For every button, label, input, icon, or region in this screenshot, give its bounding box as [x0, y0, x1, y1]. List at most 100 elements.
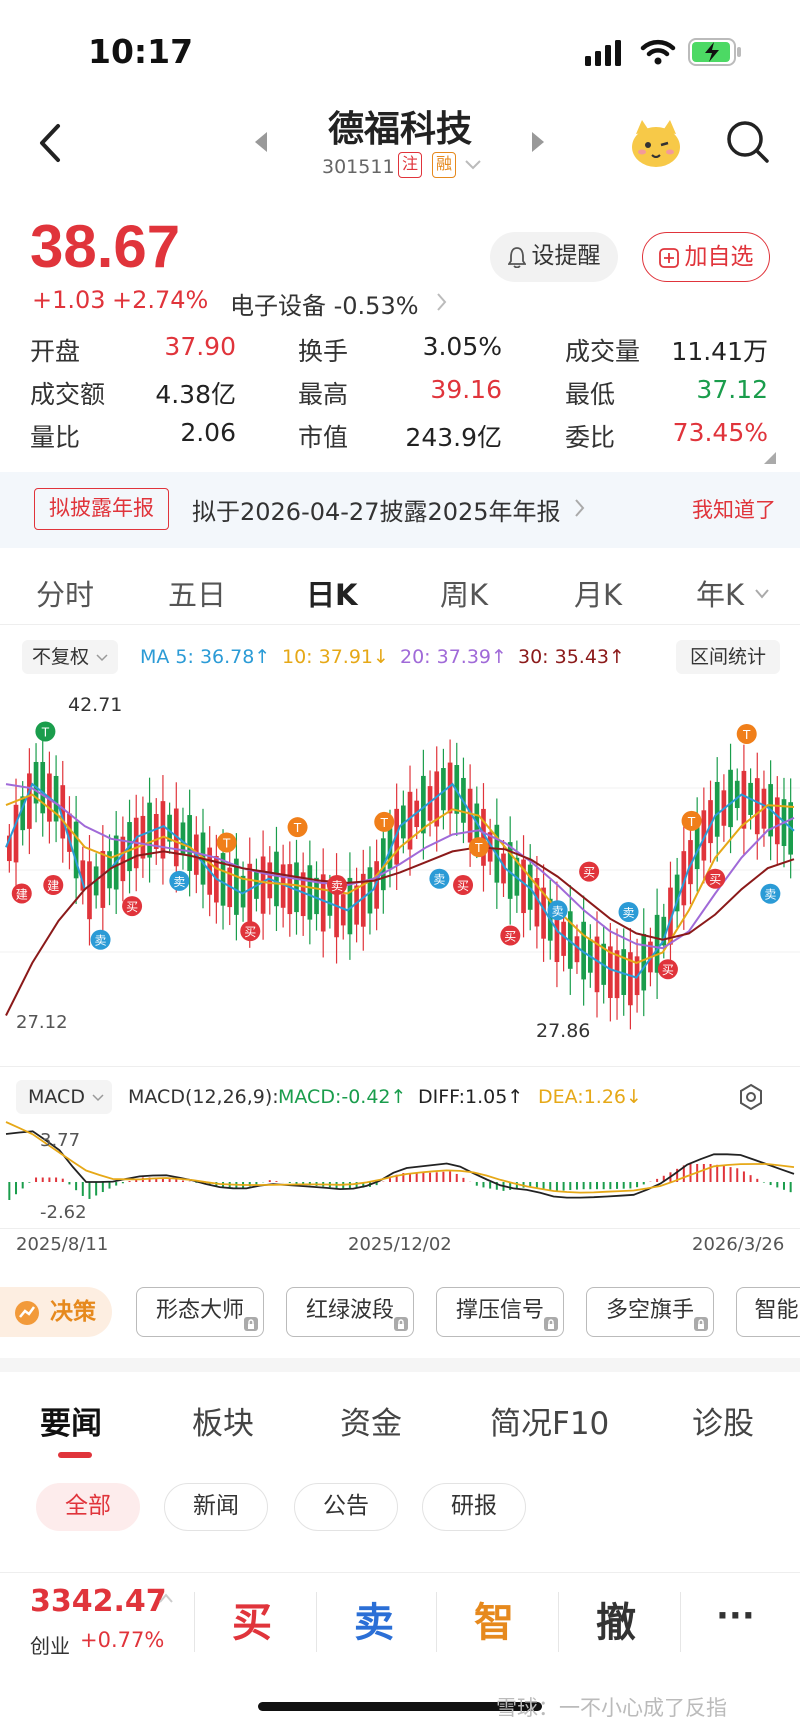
macd-chart[interactable] [0, 1120, 800, 1230]
chart-high-label: 42.71 [68, 694, 123, 716]
svg-text:卖: 卖 [173, 875, 185, 889]
candle [53, 755, 59, 843]
candle [187, 789, 192, 897]
svg-text:买: 买 [244, 925, 256, 939]
news-tab[interactable]: 要闻 [40, 1406, 102, 1442]
range-stats-button[interactable]: 区间统计 [676, 640, 780, 674]
svg-text:买: 买 [662, 963, 674, 977]
news-filter-chip[interactable]: 公告 [294, 1483, 398, 1531]
set-alert-button[interactable]: 设提醒 [490, 232, 618, 282]
tab-period[interactable]: 周K [440, 578, 489, 612]
news-tab[interactable]: 简况F10 [490, 1406, 610, 1442]
news-filter-chip[interactable]: 研报 [422, 1483, 526, 1531]
adjust-select[interactable]: 不复权 [22, 640, 118, 674]
tab-period[interactable]: 五日 [168, 578, 227, 612]
disclosure-notice[interactable]: 拟披露年报 拟于2026-04-27披露2025年年报 我知道了 [0, 472, 800, 548]
news-tab[interactable]: 资金 [340, 1406, 402, 1442]
chevron-down-icon [96, 653, 108, 661]
decision-button[interactable]: 决策 [0, 1287, 112, 1337]
ma5-legend: MA 5: 36.78↑ [140, 646, 271, 668]
tab-period[interactable]: 日K [306, 578, 358, 612]
macd-select[interactable]: MACD [16, 1080, 112, 1114]
next-stock-icon[interactable] [530, 130, 546, 154]
buy-button[interactable]: 买 [232, 1600, 272, 1646]
expand-corner-icon[interactable] [764, 452, 776, 464]
search-icon[interactable] [724, 118, 772, 166]
candle [360, 849, 366, 951]
signal-marker: T [468, 837, 489, 858]
svg-text:卖: 卖 [764, 888, 776, 902]
stat-label: 换手 [298, 337, 349, 366]
stat-value: 3.05% [422, 332, 502, 361]
candle [594, 911, 600, 1018]
lock-icon [394, 1317, 408, 1331]
signal-marker: 买 [453, 875, 474, 896]
divider [0, 624, 800, 625]
candle [300, 852, 306, 936]
add-watchlist-button[interactable]: 加自选 [642, 232, 770, 282]
candle [314, 861, 319, 931]
dismiss-notice-button[interactable]: 我知道了 [692, 498, 776, 522]
smart-button[interactable]: 智 [474, 1600, 514, 1646]
battery-icon [688, 38, 741, 66]
diff-value: DIFF:1.05↑ [418, 1086, 524, 1108]
signal-marker: T [35, 721, 56, 742]
tab-period[interactable]: 分时 [36, 578, 95, 612]
cancel-order-button[interactable]: 撤 [596, 1600, 636, 1646]
candle [240, 861, 246, 922]
chevron-right-icon[interactable] [436, 292, 448, 312]
index-value[interactable]: 3342.47 [30, 1584, 167, 1619]
chevron-down-icon[interactable] [464, 158, 482, 172]
divider [0, 1228, 800, 1229]
date-axis-label: 2026/3/26 [692, 1234, 785, 1255]
signal-icon [585, 40, 621, 66]
sell-button[interactable]: 卖 [354, 1600, 394, 1646]
stat-value: 2.06 [180, 418, 236, 447]
sector-change[interactable]: 电子设备 -0.53% [230, 292, 419, 320]
signal-marker: T [216, 832, 237, 853]
tool-chip[interactable]: 智能 [736, 1287, 800, 1337]
disclosure-badge: 拟披露年报 [34, 488, 169, 530]
signal-marker: 买 [579, 861, 600, 882]
candle [434, 746, 440, 852]
tool-chip[interactable]: 形态大师 [136, 1287, 264, 1337]
svg-text:T: T [742, 728, 751, 742]
mascot-icon[interactable] [628, 114, 684, 170]
candle [608, 922, 613, 1022]
news-tab[interactable]: 板块 [192, 1406, 254, 1442]
candle [681, 826, 687, 930]
stat-value: 37.12 [696, 375, 768, 404]
candle [774, 776, 780, 866]
prev-stock-icon[interactable] [253, 130, 269, 154]
dea-value: DEA:1.26↓ [538, 1086, 642, 1108]
tool-chip[interactable]: 红绿波段 [286, 1287, 414, 1337]
news-filter-chip[interactable]: 全部 [36, 1483, 140, 1531]
candle [180, 807, 186, 870]
back-arrow-icon[interactable] [30, 118, 70, 168]
settings-hex-icon[interactable] [736, 1082, 766, 1112]
lock-icon [694, 1317, 708, 1331]
stat-label: 最高 [298, 380, 349, 409]
signal-marker: 卖 [760, 883, 781, 904]
svg-text:T: T [380, 816, 389, 830]
divider [680, 1592, 681, 1652]
tab-period[interactable]: 年K [696, 578, 745, 612]
tool-chip[interactable]: 撑压信号 [436, 1287, 564, 1337]
stock-code: 301511 [322, 156, 395, 178]
status-time: 10:17 [88, 32, 194, 71]
wifi-icon [640, 39, 676, 65]
chart-low-label: 27.86 [536, 1020, 591, 1042]
news-tab[interactable]: 诊股 [692, 1406, 754, 1442]
tool-chip[interactable]: 多空旗手 [586, 1287, 714, 1337]
signal-marker: T [681, 810, 702, 831]
signal-marker: 买 [240, 921, 261, 942]
candle [320, 848, 326, 958]
svg-text:卖: 卖 [552, 904, 564, 918]
news-filter-chip[interactable]: 新闻 [164, 1483, 268, 1531]
chevron-down-icon[interactable] [754, 588, 770, 600]
candle [234, 833, 239, 941]
more-button[interactable]: ··· [716, 1596, 755, 1636]
tab-period[interactable]: 月K [574, 578, 623, 612]
